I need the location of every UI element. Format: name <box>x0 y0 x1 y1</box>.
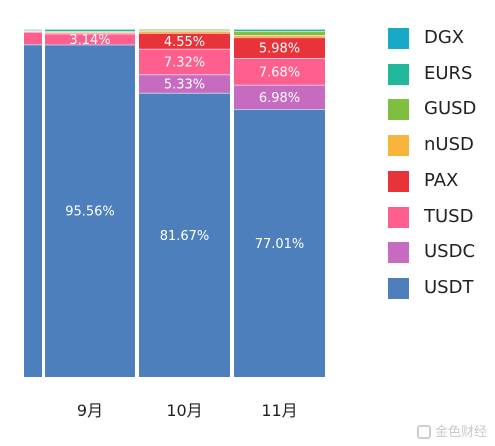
segment-divider <box>45 33 135 35</box>
segment-divider <box>234 35 325 37</box>
segment-divider <box>234 84 325 86</box>
x-tick-label-2: 10月 <box>166 401 202 420</box>
bar-segment-usdc-2 <box>139 74 230 93</box>
bar-segment-tusd-3 <box>234 57 325 85</box>
legend-label: USDC <box>424 241 476 263</box>
legend-swatch <box>388 28 409 49</box>
bar-segment-eurs-3 <box>234 29 325 32</box>
segment-divider <box>24 31 42 33</box>
bar-segment-pax-2 <box>139 32 230 49</box>
segment-divider <box>139 30 230 32</box>
bar-segment-usdt-2 <box>139 92 230 378</box>
legend-item-dgx: DGX <box>388 27 488 52</box>
bar-segment-usdt-3 <box>234 109 325 378</box>
legend-item-gusd: GUSD <box>388 98 488 123</box>
segment-divider <box>139 32 230 34</box>
segment-divider <box>234 37 325 39</box>
data-label-usdc-2: 5.33% <box>164 78 205 93</box>
legend-item-tusd: TUSD <box>388 205 488 231</box>
segment-divider <box>24 44 42 46</box>
legend-swatch <box>388 242 409 264</box>
watermark: 金色财经 <box>416 421 487 440</box>
bar-segment-tusd-0 <box>24 31 42 45</box>
legend-label: DGX <box>424 27 465 48</box>
data-label-usdc-3: 6.98% <box>259 91 300 106</box>
legend-item-pax: PAX <box>388 169 488 195</box>
legend-item-usdc: USDC <box>388 241 488 266</box>
legend-swatch <box>388 206 409 228</box>
watermark-text: 金色财经 <box>434 425 487 440</box>
data-label-tusd-2: 7.32% <box>164 56 205 71</box>
bar-segment-tusd-1 <box>45 33 135 45</box>
legend-swatch <box>388 170 409 192</box>
bar-segment-tusd-2 <box>139 48 230 75</box>
segment-divider <box>139 48 230 50</box>
data-label-pax-3: 5.98% <box>259 42 300 57</box>
segment-divider <box>234 31 325 33</box>
segment-divider <box>24 30 42 32</box>
segment-divider <box>234 57 325 59</box>
bar-segment-nusd-2 <box>139 30 230 33</box>
segment-divider <box>234 109 325 111</box>
segment-divider <box>139 29 230 30</box>
segment-divider <box>24 29 42 30</box>
x-tick-label-1: 9月 <box>77 401 103 420</box>
legend-label: PAX <box>424 169 459 191</box>
legend-label: TUSD <box>424 205 474 227</box>
legend-label: USDT <box>424 276 474 298</box>
legend-label: nUSD <box>424 134 474 156</box>
bar-segment-pax-3 <box>234 37 325 58</box>
data-label-pax-2: 4.55% <box>164 35 205 50</box>
segment-divider <box>45 32 135 34</box>
legend-item-nusd: nUSD <box>388 134 488 159</box>
bar-segment-usdt-1 <box>45 44 135 377</box>
legend-label: GUSD <box>424 98 477 120</box>
segment-divider <box>139 29 230 31</box>
legend-swatch <box>388 277 409 299</box>
segment-divider <box>139 74 230 76</box>
legend-item-eurs: EURS <box>388 62 488 88</box>
data-label-usdt-1: 95.56% <box>65 205 115 220</box>
watermark-logo-icon <box>416 425 431 439</box>
legend-swatch <box>388 135 409 157</box>
data-label-tusd-3: 7.68% <box>259 65 300 80</box>
data-label-usdt-3: 77.01% <box>255 237 305 252</box>
bar-segment-usdt-0 <box>24 44 42 377</box>
legend-label: EURS <box>424 62 473 84</box>
x-tick-label-3: 11月 <box>261 401 297 420</box>
bar-segment-nusd-3 <box>234 35 325 38</box>
bar-segment-gusd-3 <box>234 31 325 36</box>
segment-divider <box>45 31 135 33</box>
segment-divider <box>139 92 230 94</box>
data-label-usdt-2: 81.67% <box>160 229 210 244</box>
data-label-tusd-1: 3.14% <box>69 33 110 48</box>
segment-divider <box>234 29 325 30</box>
segment-divider <box>45 29 135 30</box>
legend-swatch <box>388 63 409 85</box>
segment-divider <box>45 31 135 33</box>
segment-divider <box>45 44 135 46</box>
legend-swatch <box>388 99 409 121</box>
legend-item-usdt: USDT <box>388 276 488 302</box>
bar-segment-eurs-1 <box>45 29 135 32</box>
bar-segment-usdc-3 <box>234 84 325 110</box>
